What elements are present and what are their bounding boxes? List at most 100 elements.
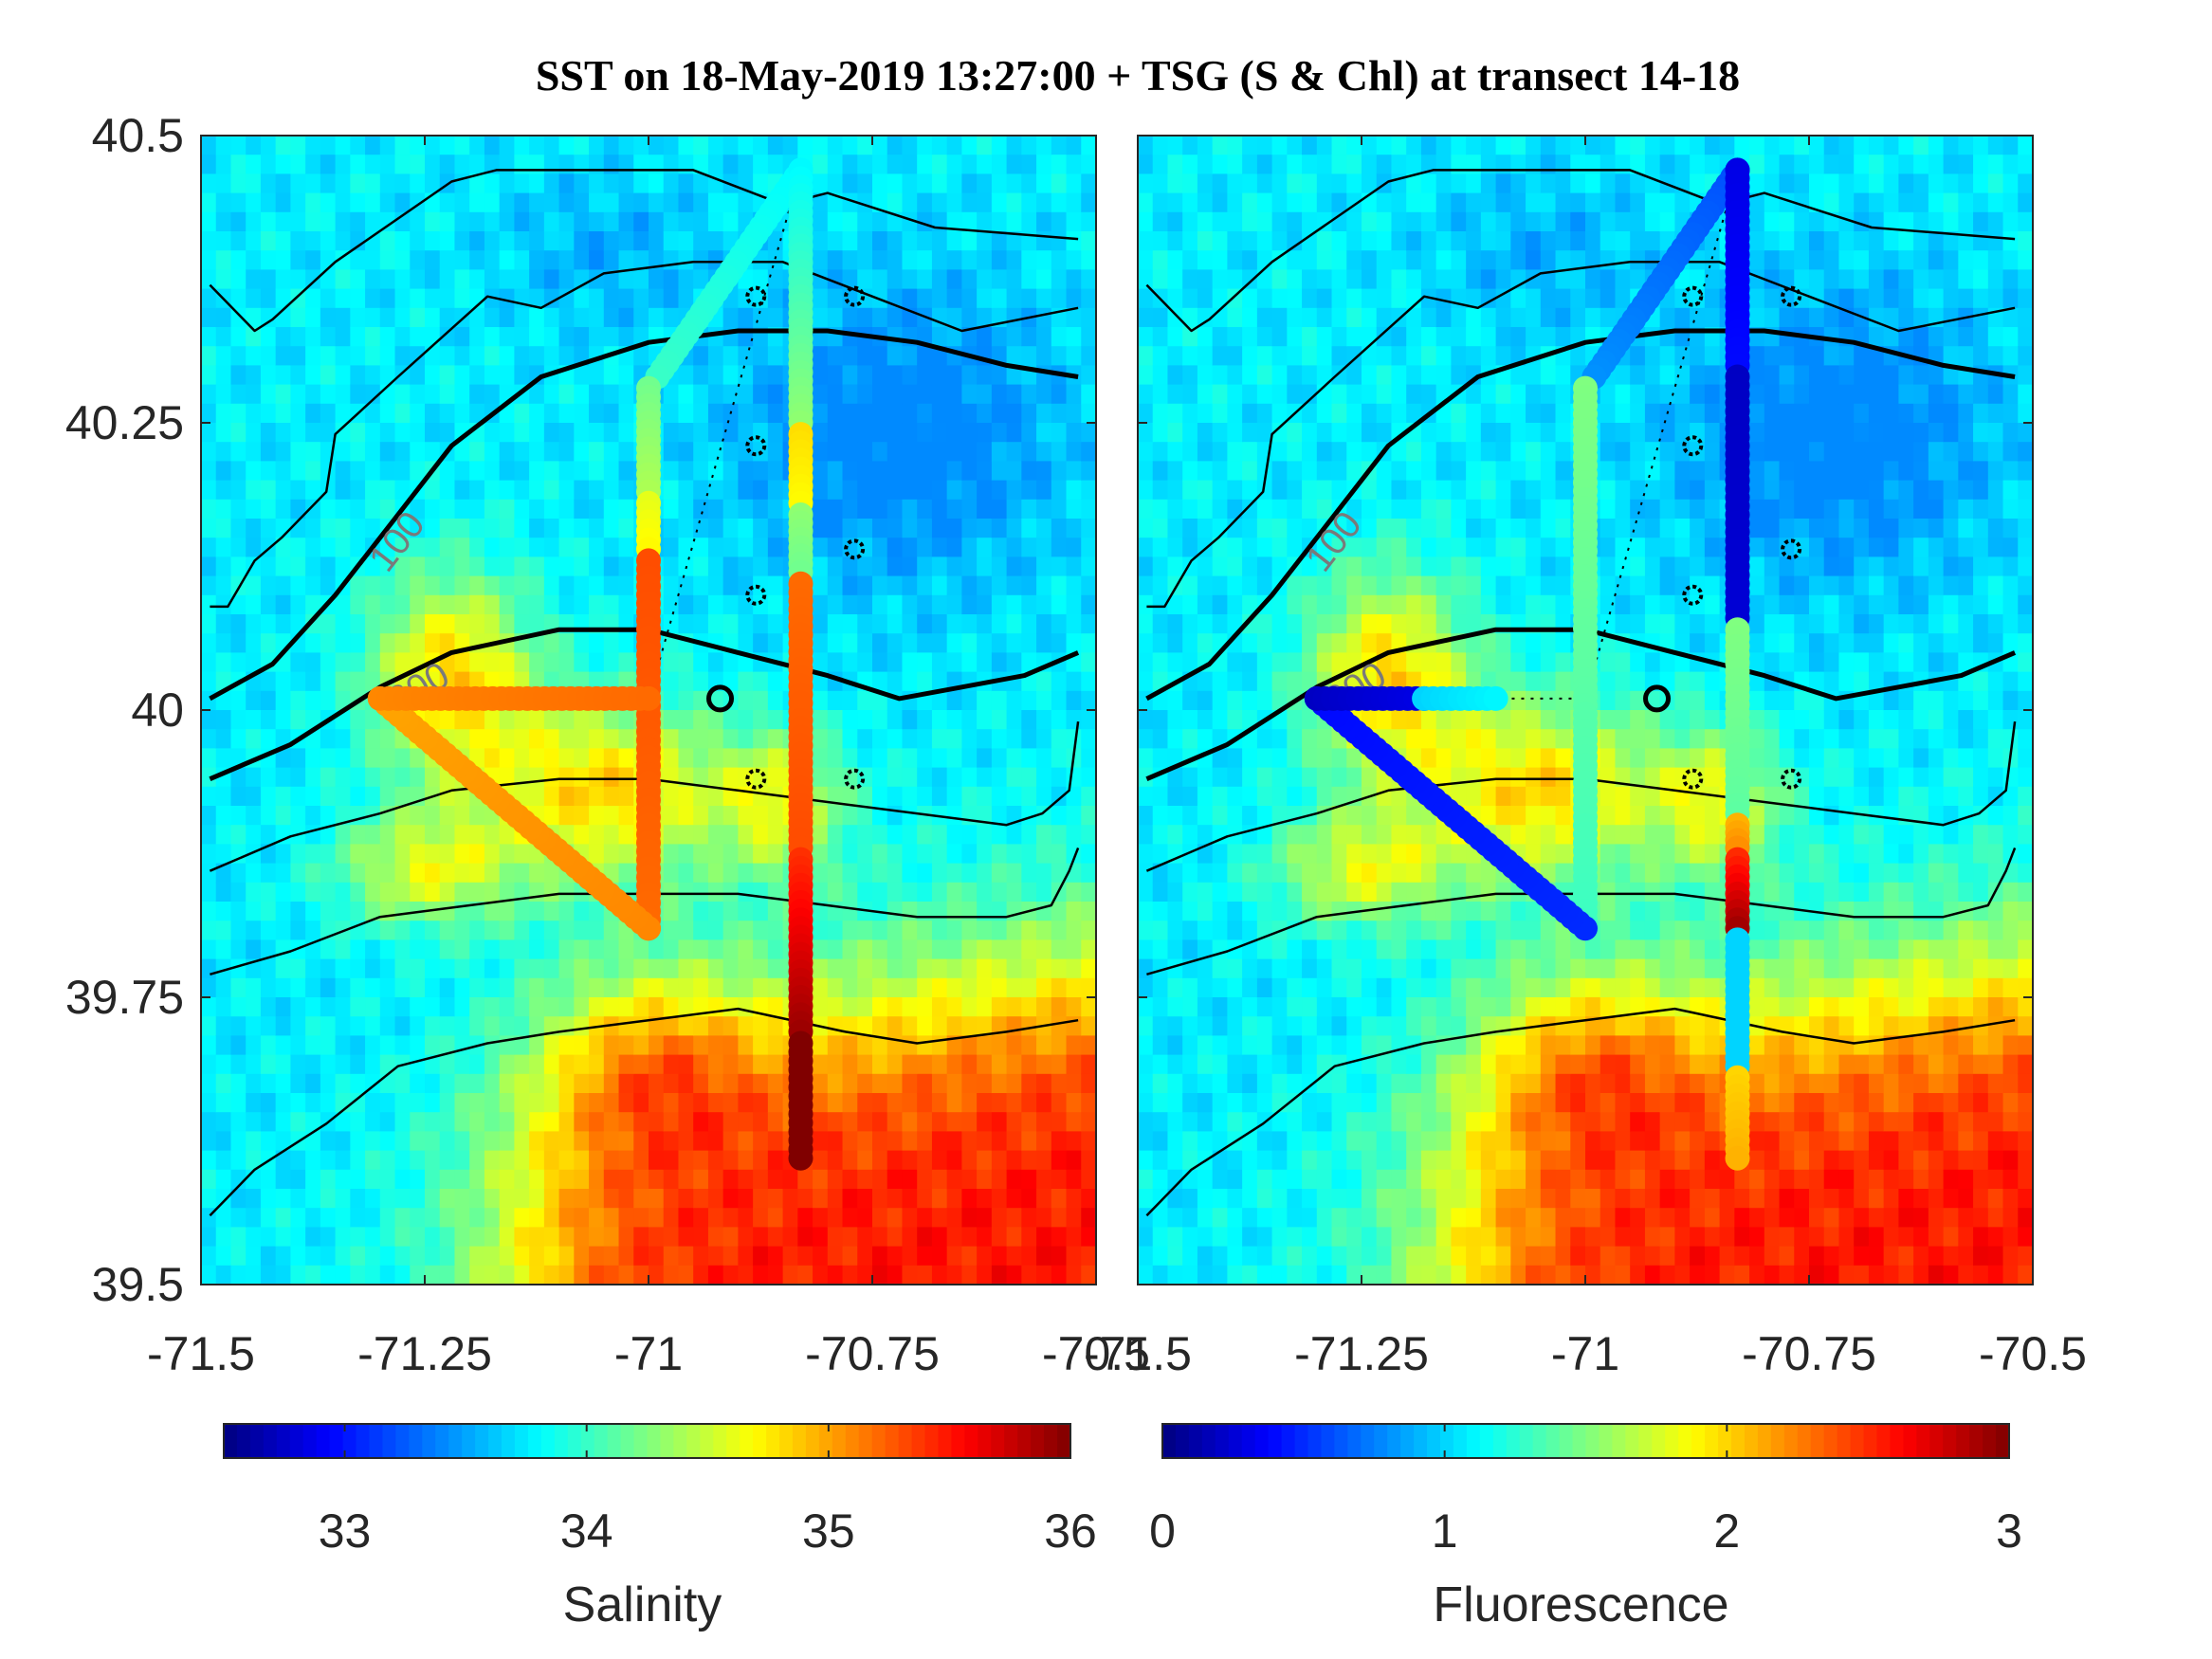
station-marker bbox=[1682, 768, 1704, 790]
colorbar-fluorescence: 0 1 2 3 Fluorescence bbox=[1149, 1423, 2022, 1632]
colorbar-swatch bbox=[1744, 1424, 1759, 1458]
colorbar-swatch bbox=[647, 1424, 662, 1458]
colorbar-swatch bbox=[567, 1424, 582, 1458]
colorbar-swatch bbox=[1506, 1424, 1521, 1458]
colorbar-swatch bbox=[1294, 1424, 1309, 1458]
colorbar-swatch bbox=[1374, 1424, 1389, 1458]
colorbar-label: Fluorescence bbox=[1433, 1577, 1728, 1632]
colorbar-swatch bbox=[316, 1424, 331, 1458]
isobath-line bbox=[209, 627, 1080, 781]
colorbar-swatch bbox=[1718, 1424, 1732, 1458]
colorbar-swatch bbox=[422, 1424, 437, 1458]
colorbar-swatch bbox=[1956, 1424, 1970, 1458]
colorbar-swatch bbox=[1453, 1424, 1468, 1458]
colorbar-swatch bbox=[1545, 1424, 1561, 1458]
y-tick-label: 39.75 bbox=[65, 971, 184, 1024]
colorbar-swatch bbox=[1268, 1424, 1283, 1458]
colorbar-swatch bbox=[832, 1424, 847, 1458]
colorbar-tick-label: 35 bbox=[802, 1504, 855, 1558]
colorbar-salinity: 33 34 35 36 Salinity bbox=[223, 1423, 1097, 1632]
colorbar-swatch bbox=[1916, 1424, 1931, 1458]
colorbar-swatch bbox=[1215, 1424, 1230, 1458]
station-marker bbox=[1682, 285, 1704, 307]
colorbar-swatch bbox=[1612, 1424, 1627, 1458]
colorbar-swatch bbox=[1519, 1424, 1534, 1458]
colorbar-swatch bbox=[1400, 1424, 1415, 1458]
colorbar-swatch bbox=[1691, 1424, 1706, 1458]
colorbar-swatch bbox=[660, 1424, 675, 1458]
colorbar-tick-label: 1 bbox=[1432, 1504, 1458, 1558]
colorbar-swatch bbox=[1254, 1424, 1270, 1458]
station-marker bbox=[745, 285, 767, 307]
colorbar-swatch bbox=[502, 1424, 516, 1458]
y-tick-label: 40.5 bbox=[92, 109, 184, 162]
colorbar-swatch bbox=[1492, 1424, 1508, 1458]
colorbar-swatch bbox=[1228, 1424, 1243, 1458]
colorbar-swatch bbox=[1440, 1424, 1454, 1458]
isobaths bbox=[1145, 169, 2017, 1217]
isobath-line bbox=[210, 847, 1080, 976]
colorbar-swatch bbox=[1652, 1424, 1667, 1458]
chart-title: SST on 18-May-2019 13:27:00 + TSG (S & C… bbox=[536, 51, 1740, 100]
colorbar-swatch bbox=[951, 1424, 966, 1458]
colorbar-swatch bbox=[1797, 1424, 1812, 1458]
colorbar-swatch bbox=[1004, 1424, 1018, 1458]
station-marker bbox=[745, 435, 767, 457]
colorbar-swatch bbox=[1823, 1424, 1838, 1458]
colorbar-swatch bbox=[673, 1424, 688, 1458]
colorbar-swatch bbox=[1572, 1424, 1587, 1458]
colorbar-swatch bbox=[329, 1424, 344, 1458]
tsg-dot bbox=[636, 685, 661, 711]
colorbar-swatch bbox=[779, 1424, 794, 1458]
x-tick-label: -70.5 bbox=[1042, 1327, 1150, 1380]
colorbar-swatch bbox=[554, 1424, 569, 1458]
colorbar-frame bbox=[223, 1423, 1071, 1459]
colorbar-swatch bbox=[1810, 1424, 1825, 1458]
station-marker-main bbox=[706, 684, 735, 713]
colorbar-swatch bbox=[369, 1424, 384, 1458]
tsg-dot bbox=[788, 1145, 814, 1171]
colorbar-swatch bbox=[1017, 1424, 1032, 1458]
colorbar-swatch bbox=[1983, 1424, 1997, 1458]
station-marker bbox=[1781, 285, 1802, 307]
colorbar-swatch bbox=[249, 1424, 265, 1458]
x-tick-label: -70.5 bbox=[1979, 1327, 2087, 1380]
colorbar-swatch bbox=[1969, 1424, 1983, 1458]
colorbar-swatch bbox=[1585, 1424, 1600, 1458]
colorbar-swatch bbox=[1162, 1424, 1177, 1458]
isobath-line bbox=[209, 328, 1079, 702]
isobath-line bbox=[1145, 328, 2016, 702]
colorbar-swatch bbox=[488, 1424, 503, 1458]
colorbar-swatch bbox=[1903, 1424, 1918, 1458]
colorbar-swatch bbox=[1361, 1424, 1376, 1458]
colorbar-swatch bbox=[1241, 1424, 1256, 1458]
colorbar-swatch bbox=[527, 1424, 542, 1458]
y-tick-label: 40 bbox=[131, 684, 184, 737]
x-tick-label: -71.25 bbox=[1294, 1327, 1429, 1380]
x-tick-label: -71.5 bbox=[147, 1327, 255, 1380]
colorbar-swatch bbox=[898, 1424, 913, 1458]
colorbar-swatch bbox=[713, 1424, 728, 1458]
colorbar-swatch bbox=[1757, 1424, 1772, 1458]
colorbar-swatch bbox=[1479, 1424, 1494, 1458]
colorbar-swatch bbox=[607, 1424, 622, 1458]
colorbar-tick-label: 34 bbox=[560, 1504, 613, 1558]
colorbar-swatch bbox=[805, 1424, 820, 1458]
colorbar-swatch bbox=[1559, 1424, 1574, 1458]
colorbar-tick-label: 33 bbox=[319, 1504, 372, 1558]
panel-salinity: 100300-71.5-71.25-71-70.75-70.540.540.25… bbox=[65, 109, 1150, 1632]
colorbar-swatch bbox=[1321, 1424, 1336, 1458]
colorbar-swatch bbox=[1678, 1424, 1692, 1458]
colorbar-swatch bbox=[540, 1424, 556, 1458]
colorbar-swatch bbox=[1837, 1424, 1852, 1458]
colorbar-swatch bbox=[978, 1424, 993, 1458]
isobath-line bbox=[209, 720, 1080, 872]
colorbar-swatch bbox=[766, 1424, 780, 1458]
isobath-line bbox=[209, 169, 1079, 333]
colorbar-tick-label: 2 bbox=[1713, 1504, 1740, 1558]
station-marker bbox=[1682, 435, 1704, 457]
colorbar-swatch bbox=[1705, 1424, 1719, 1458]
colorbar-swatch bbox=[1466, 1424, 1481, 1458]
colorbar-swatch bbox=[514, 1424, 529, 1458]
